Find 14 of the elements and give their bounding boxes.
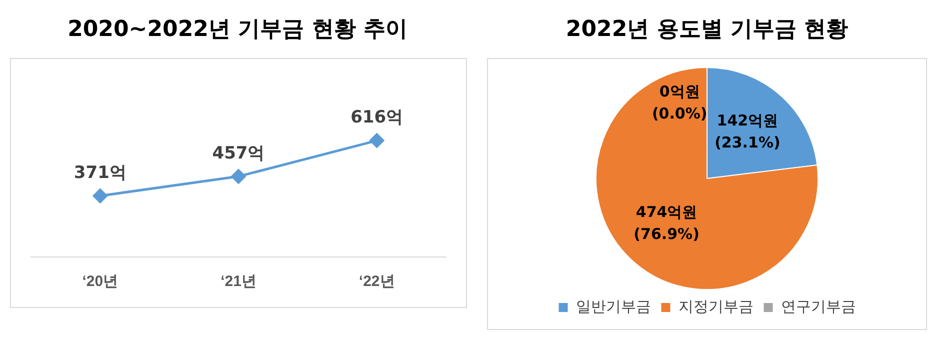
x-tick-label: ‘21년 — [220, 273, 256, 290]
legend-label: 연구기부금 — [780, 298, 856, 316]
chart-title: 2022년 용도별 기부금 현황 — [564, 16, 850, 44]
data-label: 616억 — [350, 107, 404, 128]
data-label: 474억원 (76.9%) — [634, 203, 700, 244]
data-label: 457억 — [212, 143, 265, 164]
x-tick-label: ‘22년 — [358, 273, 395, 290]
legend-label: 지정기부금 — [678, 298, 754, 316]
x-tick-label: ‘20년 — [82, 273, 118, 290]
data-label: 142억원 (23.1%) — [714, 112, 780, 152]
legend-label: 일반기부금 — [576, 298, 651, 316]
chart-title: 2020~2022년 기부금 현황 추이 — [66, 16, 408, 44]
data-label: 371억 — [74, 162, 126, 183]
text: 0억원 (0.0%) — [652, 82, 708, 122]
